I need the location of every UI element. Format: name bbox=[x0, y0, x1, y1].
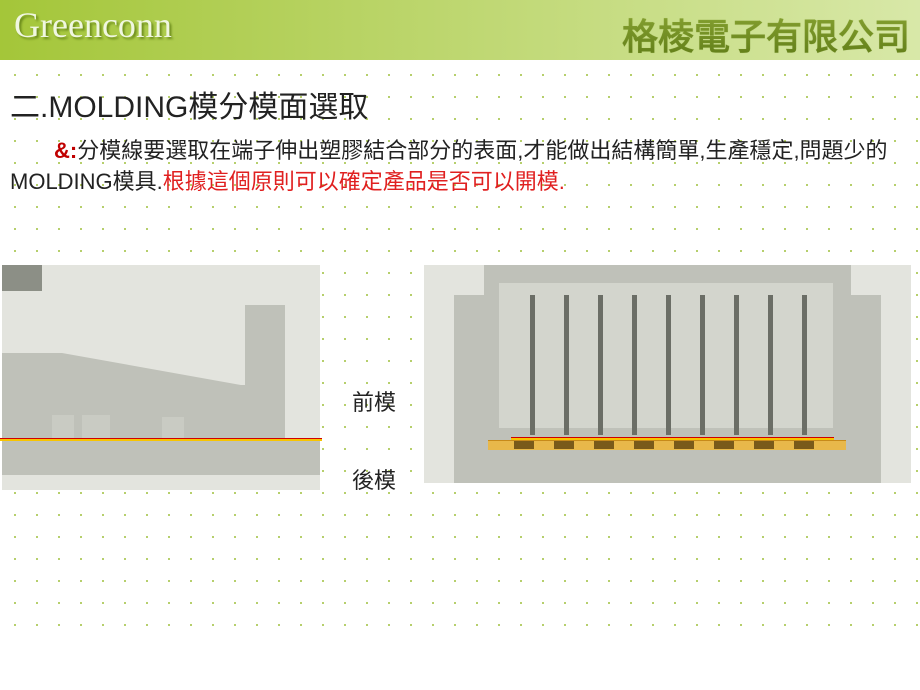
d2-gold-bar bbox=[488, 440, 846, 450]
header-bar: Greenconn 格棱電子有限公司 bbox=[0, 0, 920, 60]
d2-pin bbox=[734, 295, 739, 435]
d1-body bbox=[2, 385, 252, 440]
company-logo-en: Greenconn bbox=[14, 4, 172, 46]
d2-tab bbox=[754, 441, 774, 449]
d1-tower bbox=[245, 305, 285, 440]
content-area: 二.MOLDING模分模面選取 &:分模線要選取在端子伸出塑膠結合部分的表面,才… bbox=[0, 60, 920, 630]
d2-tab bbox=[714, 441, 734, 449]
d2-pin bbox=[768, 295, 773, 435]
d2-pin bbox=[598, 295, 603, 435]
d1-detail3 bbox=[162, 417, 184, 440]
company-logo-zh: 格棱電子有限公司 bbox=[622, 8, 910, 60]
label-back-mold: 後模 bbox=[352, 463, 396, 495]
body-paragraph: &:分模線要選取在端子伸出塑膠結合部分的表面,才能做出結構簡單,生產穩定,問題少… bbox=[10, 136, 910, 198]
diagram-right bbox=[424, 265, 911, 483]
d2-pin bbox=[700, 295, 705, 435]
section-title: 二.MOLDING模分模面選取 bbox=[10, 82, 368, 126]
body-red: 根據這個原則可以確定產品是否可以開模. bbox=[163, 169, 565, 194]
slide: Greenconn 格棱電子有限公司 二.MOLDING模分模面選取 &:分模線… bbox=[0, 0, 920, 690]
footer-blank bbox=[0, 630, 920, 690]
d2-notch-r bbox=[851, 265, 881, 295]
parting-line-right bbox=[511, 437, 834, 441]
d2-tab bbox=[594, 441, 614, 449]
d1-cap bbox=[2, 265, 42, 291]
d2-tab bbox=[794, 441, 814, 449]
label-front-mold: 前模 bbox=[352, 385, 396, 417]
d2-pin bbox=[564, 295, 569, 435]
d2-pin bbox=[802, 295, 807, 435]
d1-detail2 bbox=[82, 415, 110, 440]
d2-tab bbox=[674, 441, 694, 449]
d1-detail1 bbox=[52, 415, 74, 440]
parting-line-left bbox=[0, 438, 322, 442]
d2-notch-l bbox=[454, 265, 484, 295]
d2-pin bbox=[530, 295, 535, 435]
mold-labels: 前模 後模 bbox=[352, 385, 396, 541]
prefix-symbol: &: bbox=[54, 138, 77, 163]
d2-pin bbox=[666, 295, 671, 435]
d2-pin bbox=[632, 295, 637, 435]
d2-tab bbox=[554, 441, 574, 449]
diagram-left bbox=[2, 265, 320, 490]
d2-tab bbox=[634, 441, 654, 449]
d1-slope bbox=[2, 353, 252, 389]
d2-tab bbox=[514, 441, 534, 449]
d1-base bbox=[2, 440, 320, 475]
